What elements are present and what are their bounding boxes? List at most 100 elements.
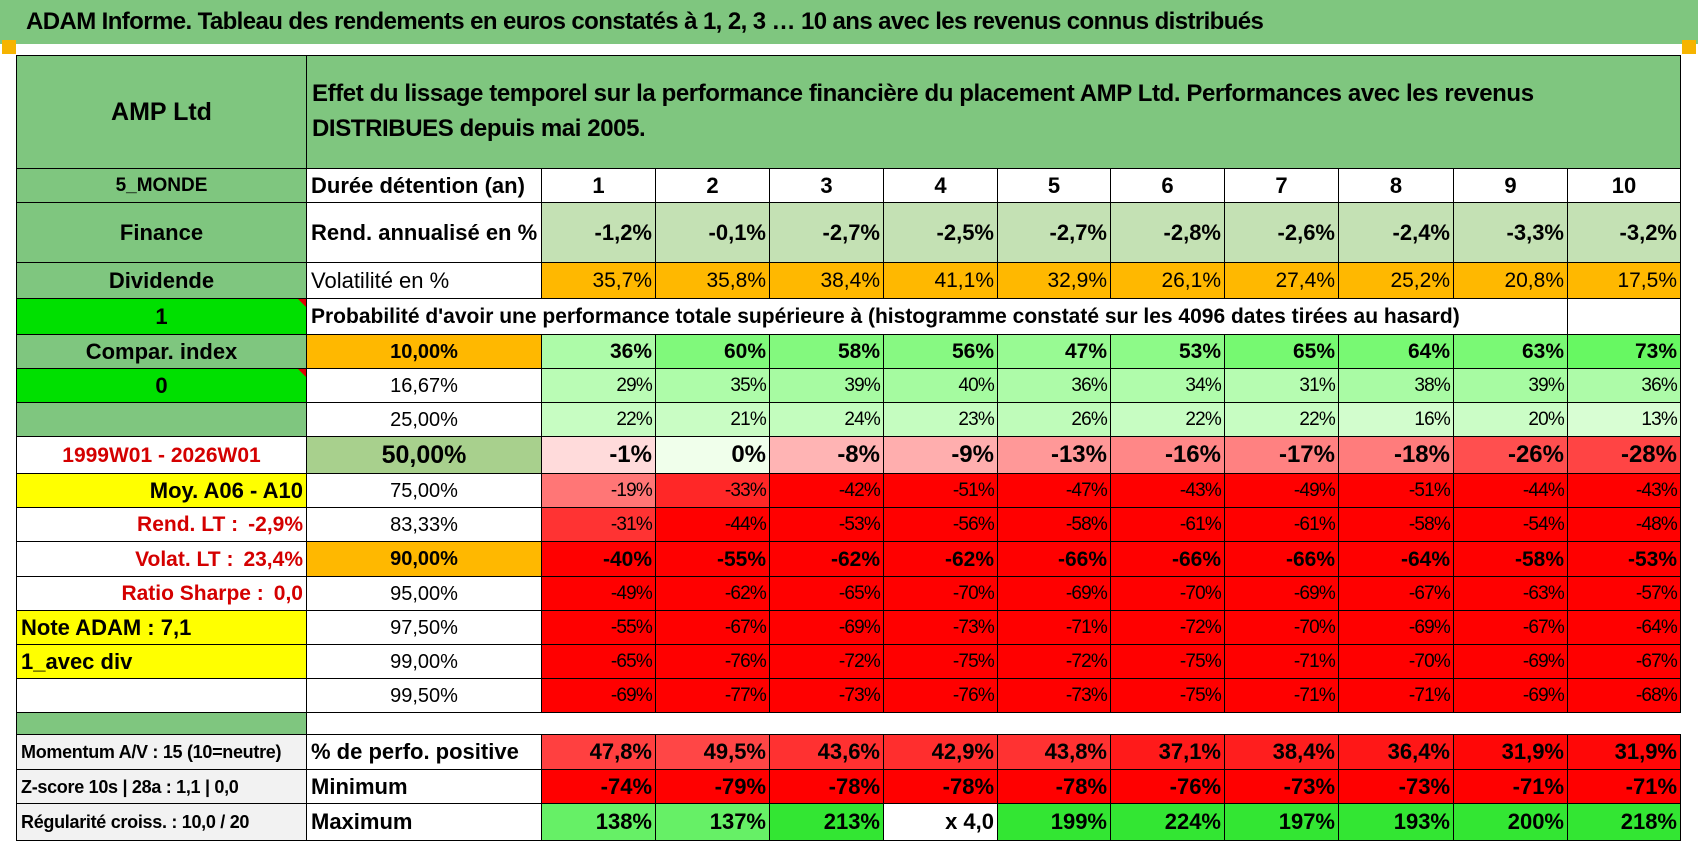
year-header-text: 7 xyxy=(1275,172,1288,198)
probability-value: -9% xyxy=(883,436,998,474)
compar-index-cell: Compar. index xyxy=(16,334,307,369)
flag-zero-cell: 0 xyxy=(16,368,307,403)
probability-value: 64% xyxy=(1338,334,1454,369)
summary-value-text: 47,8% xyxy=(589,739,652,764)
summary-label-text: % de perfo. positive xyxy=(311,739,519,764)
probability-value-text: -61% xyxy=(1293,514,1336,535)
summary-value-text: -79% xyxy=(714,773,766,799)
probability-value: 23% xyxy=(883,402,998,437)
probability-value-text: -68% xyxy=(1635,685,1678,706)
probability-value: -43% xyxy=(1567,473,1681,508)
summary-label: Maximum xyxy=(306,803,542,841)
probability-value-text: -58% xyxy=(1408,514,1451,535)
volatility-value: 20,8% xyxy=(1453,262,1568,299)
probability-value: -66% xyxy=(1110,541,1225,577)
probability-value: -70% xyxy=(1338,644,1454,679)
annual-return-value-text: -2,7% xyxy=(822,219,880,245)
probability-value: 39% xyxy=(1453,368,1568,403)
probability-value: 36% xyxy=(997,368,1111,403)
probability-value: 20% xyxy=(1453,402,1568,437)
probability-value-text: -65% xyxy=(838,583,881,604)
probability-value-text: -69% xyxy=(1522,685,1565,706)
flag-zero-cell-text: 0 xyxy=(155,372,168,398)
probability-value-text: -66% xyxy=(1171,547,1221,571)
probability-value-text: -40% xyxy=(602,547,652,571)
probability-value-text: -51% xyxy=(1408,480,1451,501)
probability-value: -49% xyxy=(1224,473,1339,508)
probability-header-empty xyxy=(1567,298,1681,335)
probability-value: -28% xyxy=(1567,436,1681,474)
annual-return-value: -3,3% xyxy=(1453,202,1568,263)
probability-value: -58% xyxy=(997,507,1111,542)
probability-value-text: -62% xyxy=(724,583,767,604)
empty-green-cell xyxy=(16,402,307,437)
probability-value: -75% xyxy=(1110,644,1225,679)
period-cell: 1999W01 - 2026W01 xyxy=(16,436,307,474)
sector-cell-text: Finance xyxy=(119,219,204,245)
summary-value-text: 31,9% xyxy=(1501,739,1564,764)
volatility-value: 27,4% xyxy=(1224,262,1339,299)
probability-value-text: -1% xyxy=(609,441,652,468)
summary-value: 38,4% xyxy=(1224,734,1339,770)
year-header: 9 xyxy=(1453,168,1568,203)
probability-value-text: -62% xyxy=(830,547,880,571)
summary-value: -71% xyxy=(1567,769,1681,804)
summary-value-text: 199% xyxy=(1050,809,1107,834)
threshold-level-text: 50,00% xyxy=(381,440,467,469)
probability-value-text: -67% xyxy=(1408,583,1451,604)
summary-value-text: 197% xyxy=(1278,809,1335,834)
summary-value: -78% xyxy=(997,769,1111,804)
probability-value: -66% xyxy=(1224,541,1339,577)
summary-value-text: 43,8% xyxy=(1044,739,1107,764)
probability-value: -49% xyxy=(541,576,656,611)
probability-value: -67% xyxy=(1567,644,1681,679)
probability-value: -76% xyxy=(655,644,770,679)
summary-value: 37,1% xyxy=(1110,734,1225,770)
div-cell: 1_avec div xyxy=(16,644,307,679)
volatility-value: 26,1% xyxy=(1110,262,1225,299)
annual-return-value-text: -2,5% xyxy=(936,219,994,245)
momentum-cell: Momentum A/V : 15 (10=neutre) xyxy=(16,734,307,770)
summary-value: -71% xyxy=(1453,769,1568,804)
flag-one-cell-text: 1 xyxy=(155,303,168,329)
summary-value: 224% xyxy=(1110,803,1225,841)
annual-return-value: -2,7% xyxy=(997,202,1111,263)
summary-value: -73% xyxy=(1338,769,1454,804)
probability-value: -53% xyxy=(769,507,884,542)
probability-value-text: -55% xyxy=(716,547,766,571)
year-header-text: 8 xyxy=(1389,172,1403,198)
volatility-label: Volatilité en % xyxy=(306,262,542,299)
probability-value-text: -76% xyxy=(724,651,767,672)
summary-value-text: 37,1% xyxy=(1158,739,1221,764)
year-header: 2 xyxy=(655,168,770,203)
div-cell-text: 1_avec div xyxy=(21,648,133,674)
summary-value-text: -71% xyxy=(1512,773,1564,799)
summary-value-text: 42,9% xyxy=(931,739,994,764)
volatility-value: 41,1% xyxy=(883,262,998,299)
summary-value: 199% xyxy=(997,803,1111,841)
probability-value-text: -75% xyxy=(1179,651,1222,672)
probability-value: -58% xyxy=(1453,541,1568,577)
annual-return-value-text: -2,8% xyxy=(1163,219,1221,245)
report-title-bar: ADAM Informe. Tableau des rendements en … xyxy=(0,0,1698,44)
probability-value-text: -55% xyxy=(610,617,653,638)
regularite-cell: Régularité croiss. : 10,0 / 20 xyxy=(16,803,307,841)
summary-value-text: 218% xyxy=(1620,809,1677,834)
sharpe-cell: Ratio Sharpe : 0,0 xyxy=(16,576,307,611)
summary-value-text: 38,4% xyxy=(1272,739,1335,764)
annual-return-value-text: -3,3% xyxy=(1506,219,1564,245)
probability-header: Probabilité d'avoir une performance tota… xyxy=(306,298,1568,335)
probability-value-text: -17% xyxy=(1278,441,1335,468)
probability-value: -69% xyxy=(997,576,1111,611)
annual-return-label: Rend. annualisé en % xyxy=(306,202,542,263)
probability-value: -47% xyxy=(997,473,1111,508)
probability-value: -62% xyxy=(883,541,998,577)
summary-value-text: 43,6% xyxy=(817,739,880,764)
probability-value: -67% xyxy=(655,610,770,645)
summary-label: Minimum xyxy=(306,769,542,804)
probability-value-text: -72% xyxy=(1065,651,1108,672)
summary-value: 43,6% xyxy=(769,734,884,770)
zscore-cell-text: Z-score 10s | 28a : 1,1 | 0,0 xyxy=(21,776,239,797)
summary-value-text: 36,4% xyxy=(1387,739,1450,764)
category-cell-text: 5_MONDE xyxy=(115,175,208,196)
